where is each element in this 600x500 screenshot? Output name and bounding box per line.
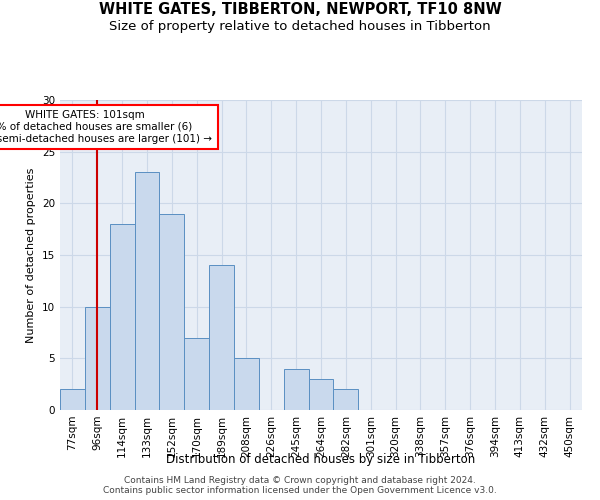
Bar [85,306,110,410]
Text: WHITE GATES, TIBBERTON, NEWPORT, TF10 8NW: WHITE GATES, TIBBERTON, NEWPORT, TF10 8N… [98,2,502,18]
Bar [60,390,85,410]
Bar [209,266,234,410]
Bar [184,338,209,410]
Text: Size of property relative to detached houses in Tibberton: Size of property relative to detached ho… [109,20,491,33]
Text: Distribution of detached houses by size in Tibberton: Distribution of detached houses by size … [166,452,476,466]
Text: WHITE GATES: 101sqm
← 6% of detached houses are smaller (6)
94% of semi-detached: WHITE GATES: 101sqm ← 6% of detached hou… [0,110,212,144]
Bar [160,214,184,410]
Bar [234,358,259,410]
Bar [134,172,160,410]
Bar [284,368,308,410]
Bar [334,390,358,410]
Bar [308,379,334,410]
Text: Contains public sector information licensed under the Open Government Licence v3: Contains public sector information licen… [103,486,497,495]
Text: Contains HM Land Registry data © Crown copyright and database right 2024.: Contains HM Land Registry data © Crown c… [124,476,476,485]
Bar [110,224,134,410]
Y-axis label: Number of detached properties: Number of detached properties [26,168,37,342]
